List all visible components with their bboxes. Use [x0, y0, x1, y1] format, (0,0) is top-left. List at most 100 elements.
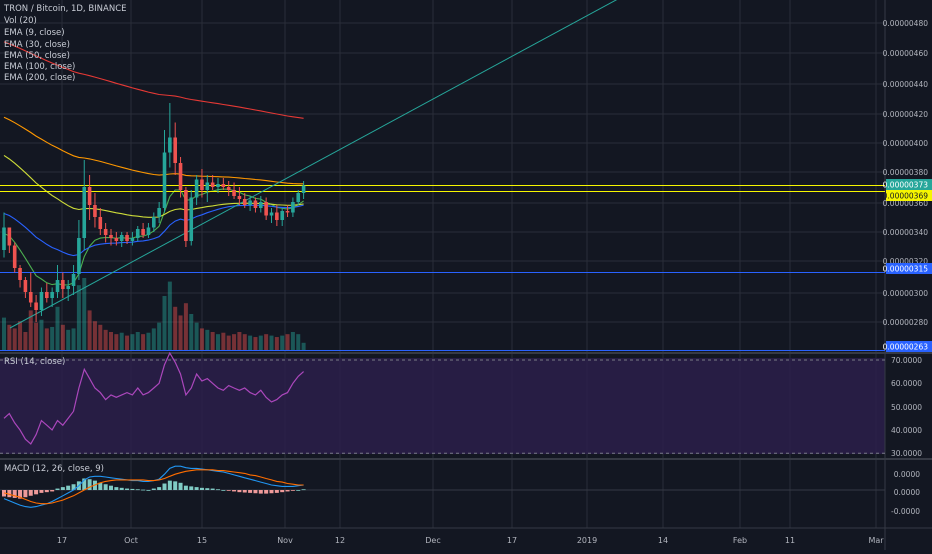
macd-hist-bar	[216, 489, 220, 491]
macd-hist-bar	[55, 488, 60, 490]
time-axis[interactable]: 17 Oct 15 Nov 12 Dec 17 2019 14 Feb 11 M…	[57, 536, 884, 545]
candle-body	[45, 292, 49, 298]
volume-bar	[98, 324, 103, 350]
time-tick: 17	[507, 536, 517, 545]
candle-body	[259, 202, 263, 208]
rsi-axis[interactable]: 70.0000 60.0000 50.0000 40.0000 30.0000	[891, 356, 922, 458]
rsi-plot	[0, 351, 885, 454]
candle-body	[232, 190, 236, 196]
candle-body	[205, 182, 210, 190]
price-tick: 0.00000360	[883, 199, 929, 208]
price-axis[interactable]: 0.00000480 0.00000460 0.00000440 0.00000…	[883, 19, 929, 327]
volume-bar	[242, 334, 247, 350]
legend-macd[interactable]: MACD (12, 26, close, 9)	[4, 464, 104, 474]
macd-hist-bar	[125, 488, 130, 490]
volume-bar	[92, 321, 97, 350]
price-tag-low[interactable]: 0.00000263	[883, 343, 929, 352]
legend-ema50[interactable]: EMA (50, close)	[4, 51, 70, 61]
macd-hist-bar	[141, 489, 146, 491]
candle-body	[264, 202, 268, 216]
volume-bar	[12, 328, 17, 350]
time-tick: Feb	[733, 536, 747, 545]
volume-bar	[189, 314, 194, 350]
macd-axis[interactable]: 0.0000 0.0000 -0.0000	[891, 470, 920, 516]
macd-hist-bar	[242, 490, 247, 493]
volume-bar	[232, 334, 237, 350]
legend-rsi[interactable]: RSI (14, close)	[4, 357, 65, 367]
candle-body	[50, 292, 54, 298]
volume-bar	[199, 328, 204, 350]
candle-body	[237, 196, 242, 199]
candle-body	[18, 268, 22, 280]
price-tags[interactable]: 0.00000373 0.00000369 0.00000315 0.00000…	[883, 179, 932, 352]
macd-hist-bar	[269, 490, 274, 494]
macd-hist-bar	[87, 479, 92, 490]
candle-body	[141, 229, 145, 235]
macd-hist-bar	[12, 490, 17, 498]
time-tick: 2019	[577, 536, 597, 545]
price-tick: 0.00000380	[883, 168, 929, 177]
volume-bar	[2, 317, 6, 350]
candle-body	[152, 217, 156, 228]
candle-body	[184, 190, 188, 241]
volume-bar	[296, 334, 301, 350]
candle-body	[194, 179, 199, 198]
macd-hist-bar	[50, 490, 55, 492]
volume-bar	[7, 324, 12, 350]
candle-body	[55, 280, 60, 292]
price-tag-yellow[interactable]: 0.00000369	[883, 192, 929, 201]
price-tag-yellow-bg	[886, 190, 932, 201]
drawing-levels[interactable]	[0, 0, 885, 351]
volume-bar	[258, 335, 263, 350]
candle-body	[296, 193, 301, 202]
candle-body	[269, 212, 274, 216]
macd-hist-bar	[178, 482, 183, 490]
macd-hist-bar	[183, 485, 188, 490]
macd-hist-bar	[210, 488, 215, 490]
macd-hist-bar	[60, 487, 65, 490]
time-tick: 15	[197, 536, 207, 545]
price-tick: 0.00000320	[883, 257, 929, 266]
price-tick: 0.00000280	[883, 318, 929, 327]
candle-body	[178, 163, 183, 190]
legend-vol[interactable]: Vol (20)	[4, 16, 37, 26]
legend-ema100[interactable]: EMA (100, close)	[4, 62, 75, 72]
macd-hist-bar	[296, 490, 301, 491]
macd-plot	[0, 465, 885, 508]
candle-body	[301, 185, 306, 193]
macd-hist-bar	[114, 487, 119, 490]
macd-hist-bar	[199, 487, 204, 490]
rsi-tick: 60.0000	[891, 379, 922, 388]
legend-ema30[interactable]: EMA (30, close)	[4, 40, 70, 50]
time-tick: Dec	[425, 536, 440, 545]
macd-hist-bar	[221, 490, 226, 491]
price-tag-blue[interactable]: 0.00000315	[883, 265, 929, 274]
macd-hist-bar	[146, 490, 151, 491]
volume-bar	[28, 310, 33, 350]
volume-bar	[210, 332, 215, 350]
price-tag-last[interactable]: 0.00000373	[883, 181, 929, 190]
symbol-title[interactable]: TRON / Bitcoin, 1D, BINANCE	[3, 4, 127, 14]
price-tag-low-bg	[886, 341, 932, 352]
candle-body	[210, 182, 215, 187]
volume-bar	[194, 322, 199, 350]
volume-bar	[71, 328, 76, 350]
ema30-line	[3, 204, 304, 257]
volume-bar	[280, 335, 285, 350]
legend-ema200[interactable]: EMA (200, close)	[4, 73, 75, 83]
volume-bar	[125, 335, 130, 350]
candle-body	[82, 187, 87, 238]
volume-bar	[264, 334, 269, 350]
volume-bar	[82, 278, 87, 350]
candle-body	[66, 286, 70, 289]
volume-bar	[237, 332, 242, 350]
rsi-tick: 70.0000	[891, 356, 922, 365]
candle-body	[12, 245, 17, 268]
volume-bar	[290, 332, 295, 350]
candle-body	[146, 227, 151, 235]
volume-bar	[103, 329, 108, 350]
legend-ema9[interactable]: EMA (9, close)	[4, 28, 65, 38]
volume-bar	[226, 335, 231, 350]
